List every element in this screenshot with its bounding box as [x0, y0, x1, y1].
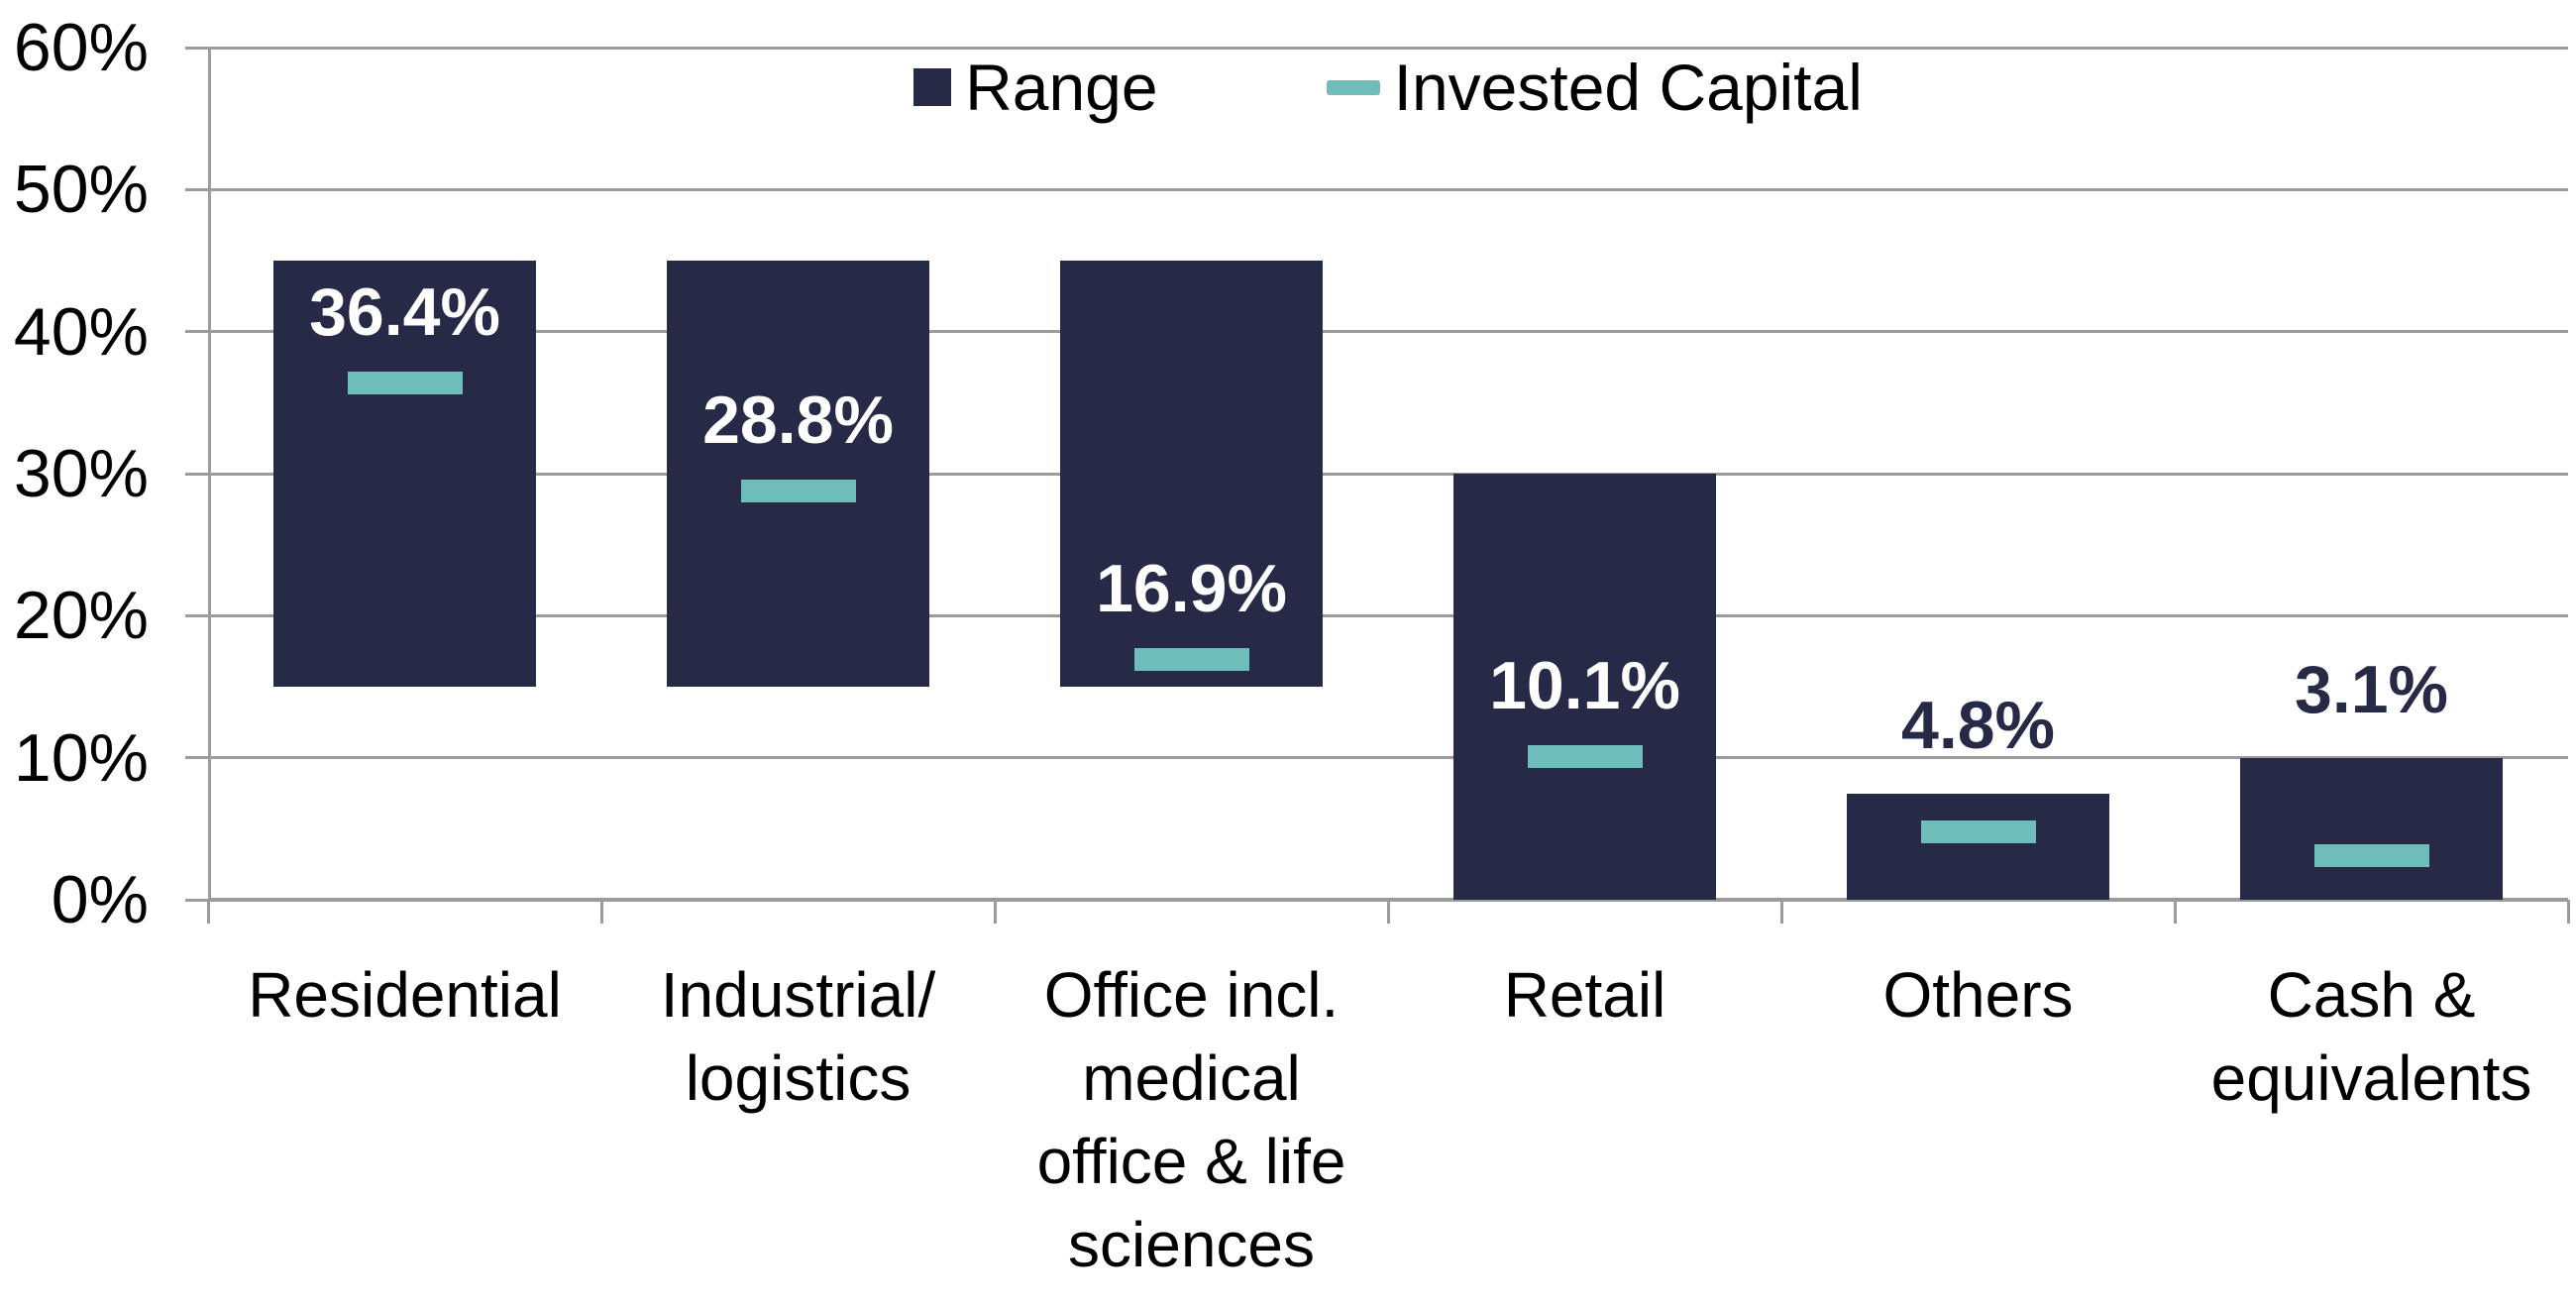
category-label-line: Retail	[1503, 959, 1666, 1031]
category-label-5: Others	[1721, 953, 2236, 1037]
category-label-line: Industrial/	[660, 959, 936, 1031]
gridline	[208, 187, 2568, 191]
y-tick-label: 40%	[13, 293, 149, 370]
legend-item-range: Range	[913, 50, 1158, 125]
category-label-4: Retail	[1328, 953, 1843, 1037]
y-axis-tick	[185, 613, 208, 617]
x-axis-tick	[206, 900, 210, 924]
range-bar-3	[1060, 261, 1323, 687]
range-bar-1	[273, 261, 536, 687]
y-axis-tick	[185, 472, 208, 476]
y-axis-tick	[185, 187, 208, 191]
category-label-line: sciences	[1068, 1209, 1315, 1280]
legend-range-label: Range	[965, 51, 1158, 124]
x-axis-tick	[1386, 900, 1390, 924]
range-bar-6	[2240, 757, 2503, 900]
y-axis-tick	[185, 898, 208, 902]
invested-capital-marker-3	[1133, 648, 1249, 672]
y-axis-tick	[185, 330, 208, 334]
category-label-line: Office incl.	[1043, 959, 1340, 1031]
y-tick-label: 60%	[13, 10, 149, 85]
invested-capital-marker-4	[1527, 744, 1643, 768]
gridline	[208, 613, 2568, 617]
x-axis-tick	[1779, 900, 1783, 924]
x-axis-tick	[599, 900, 603, 924]
y-tick-label: 20%	[13, 578, 149, 654]
category-label-line: equivalents	[2210, 1042, 2532, 1114]
category-label-2: Industrial/logistics	[541, 953, 1056, 1120]
category-label-line: logistics	[685, 1042, 912, 1114]
y-axis-tick	[185, 46, 208, 50]
y-axis-tick	[185, 756, 208, 760]
category-label-line: Others	[1882, 959, 2074, 1031]
value-label-3: 16.9%	[1096, 551, 1287, 627]
legend-item-invested-capital: Invested Capital	[1326, 50, 1863, 125]
invested-capital-marker-2	[740, 479, 856, 502]
range-swatch-icon	[913, 68, 952, 106]
category-label-6: Cash & equivalents	[2114, 953, 2576, 1120]
category-label-line: Residential	[248, 959, 562, 1031]
y-tick-label: 30%	[13, 436, 149, 511]
gridline	[208, 756, 2568, 760]
legend-invested-capital-label: Invested Capital	[1393, 51, 1863, 124]
x-axis-tick	[2173, 900, 2177, 924]
y-tick-label: 50%	[13, 152, 149, 228]
category-label-line: medical	[1082, 1042, 1301, 1114]
value-label-2: 28.8%	[702, 382, 894, 458]
range-bar-2	[667, 261, 929, 687]
invested-capital-marker-5	[1920, 819, 2036, 843]
x-axis-tick	[2566, 900, 2570, 924]
y-tick-label: 0%	[51, 862, 149, 937]
gridline	[208, 330, 2568, 334]
gridline	[208, 472, 2568, 476]
category-label-line: Cash &	[2267, 959, 2476, 1031]
invested-capital-swatch-icon	[1326, 79, 1380, 95]
range-bar-5	[1847, 793, 2109, 900]
y-axis-line	[208, 48, 211, 900]
range-bar-4	[1453, 474, 1716, 900]
x-axis-tick	[993, 900, 997, 924]
invested-capital-marker-6	[2313, 844, 2429, 868]
value-label-4: 10.1%	[1489, 647, 1680, 723]
value-label-5: 4.8%	[1901, 687, 2055, 763]
category-label-3: Office incl. medical office & life sciences	[934, 953, 1449, 1286]
value-label-1: 36.4%	[309, 273, 500, 350]
gridline	[208, 46, 2568, 50]
invested-capital-marker-1	[347, 371, 463, 394]
category-label-1: Residential	[148, 953, 663, 1037]
y-tick-label: 10%	[13, 719, 149, 796]
category-label-line: office & life	[1036, 1126, 1346, 1197]
value-label-6: 3.1%	[2295, 651, 2448, 727]
chart-legend: Range Invested Capital	[208, 50, 2568, 125]
